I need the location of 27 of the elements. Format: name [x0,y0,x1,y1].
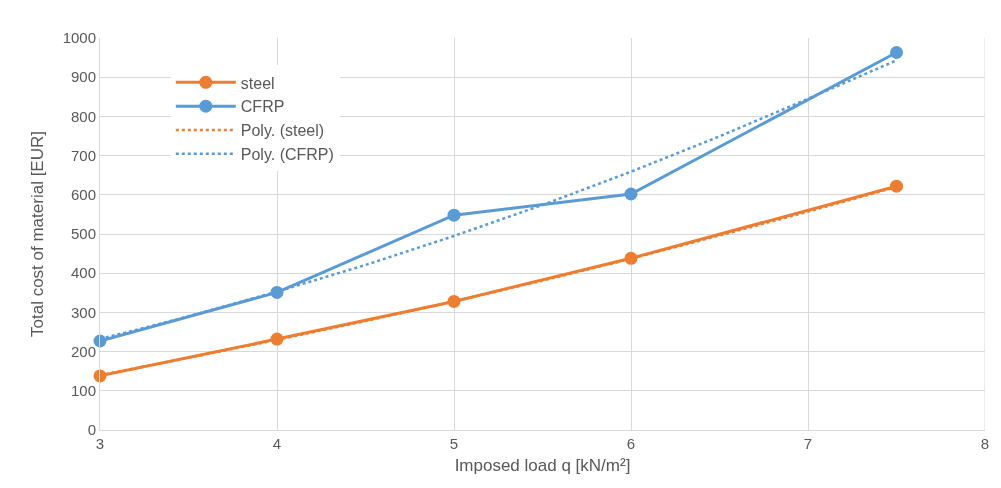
x-tick-label: 7 [803,435,813,452]
legend-label: Poly. (steel) [240,122,325,140]
y-tick-label: 1000 [62,29,96,47]
legend-label: Poly. (CFRP) [240,145,334,163]
y-tick-label: 800 [70,107,96,125]
y-tick-label: 300 [70,303,96,321]
x-tick-label: 6 [626,435,636,452]
y-tick-label: 400 [70,264,96,282]
y-tick-label: 900 [70,68,96,86]
point [890,46,903,59]
legend-label: CFRP [240,98,285,116]
point [447,208,461,222]
y-tick-label: 700 [70,146,96,164]
y-tick-label: 200 [70,342,96,360]
x-tick-label: 4 [272,435,282,452]
x-axis-title: Imposed load q [kN/m²] [454,456,631,476]
point [890,179,903,193]
y-tick-label: 0 [87,421,96,439]
x-tick-label: 5 [449,435,459,452]
legend-label: steel [240,74,275,92]
x-tick-label: 8 [980,435,990,452]
point [624,187,638,201]
y-tick-label: 600 [70,186,96,204]
y-tick-label: 500 [70,225,96,243]
y-tick-label: 100 [70,382,96,400]
y-axis-title: Total cost of material [EUR] [28,131,48,337]
x-tick-label: 3 [95,435,105,452]
